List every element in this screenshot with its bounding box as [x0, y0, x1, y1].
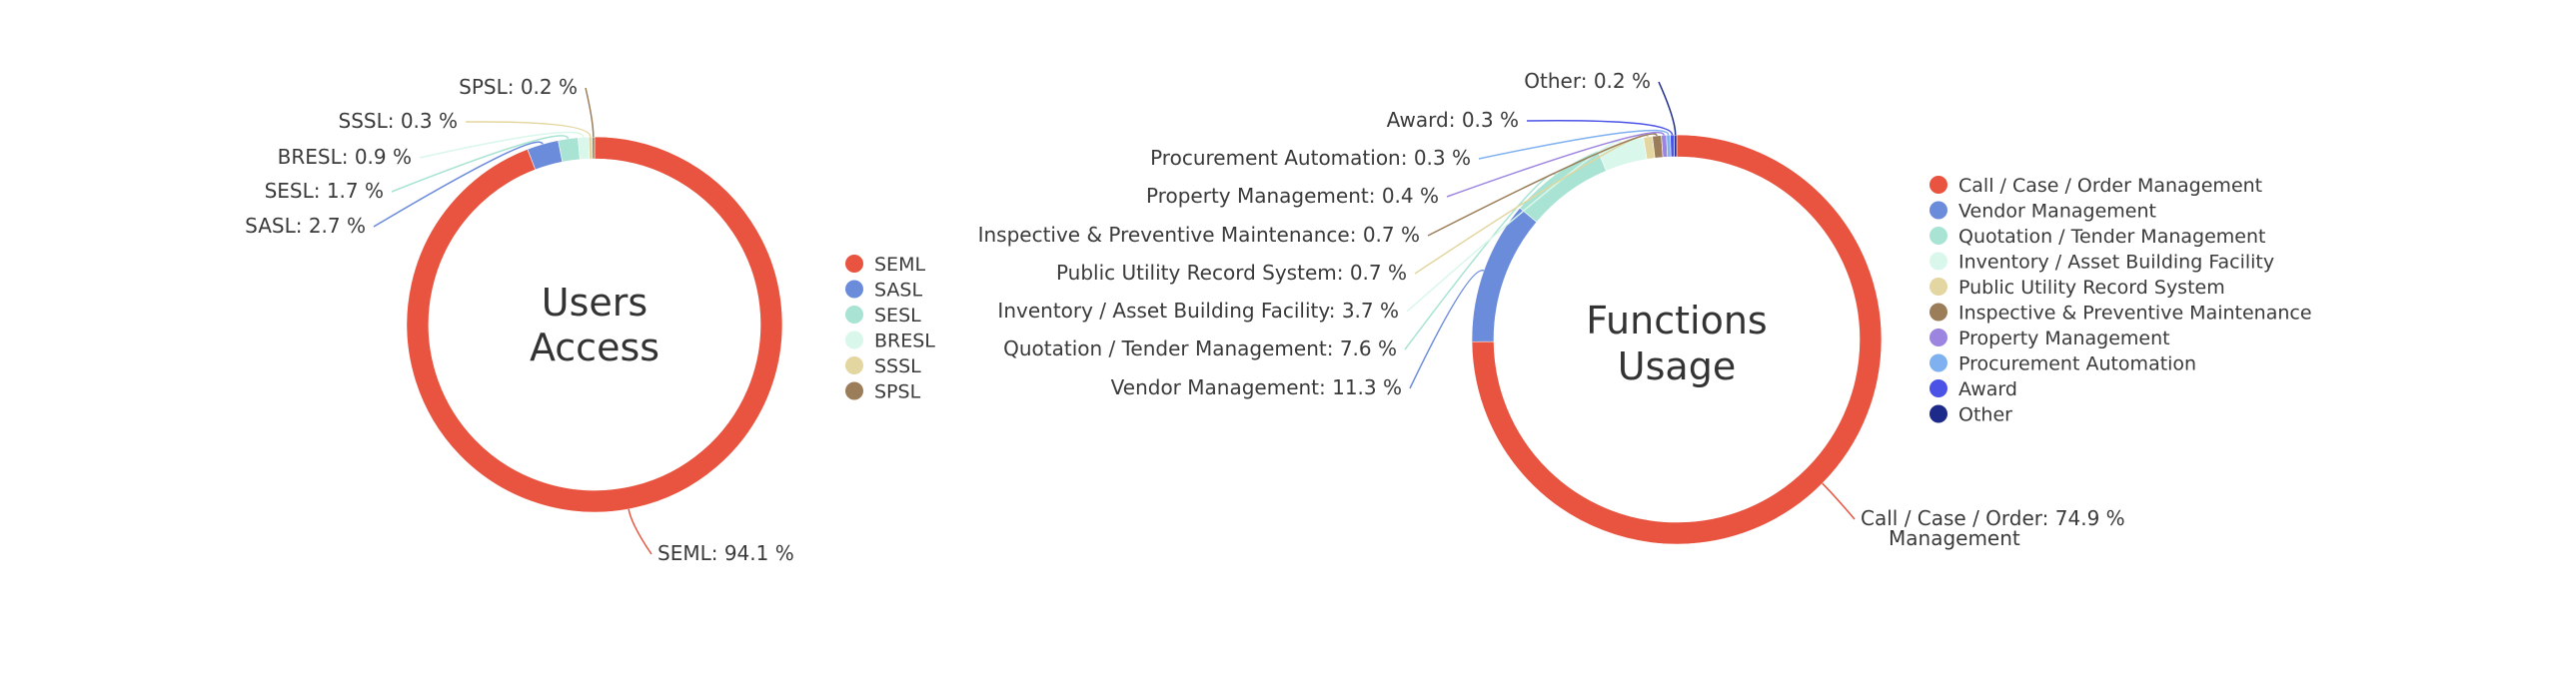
data-label-call-case-order-management: Management: [1889, 526, 2020, 550]
data-label-property-management: Property Management: 0.4 %: [1146, 184, 1439, 208]
slice-spsl[interactable]: [592, 136, 596, 160]
legend-marker-inventory-asset-building-facility[interactable]: [1930, 252, 1947, 271]
data-label-inventory-asset-building-facility: Inventory / Asset Building Facility: 3.7…: [997, 299, 1399, 323]
data-label-call-case-order-management: Call / Case / Order: 74.9 %: [1861, 506, 2125, 530]
leader-line-vendor-management: [1409, 270, 1485, 389]
legend-item-sssl[interactable]: SSSL: [874, 355, 921, 377]
data-label-sasl: SASL: 2.7 %: [245, 214, 366, 238]
slice-call-case-order-management[interactable]: [1471, 134, 1883, 545]
legend-item-bresl[interactable]: BRESL: [874, 331, 935, 352]
legend-marker-call-case-order-management[interactable]: [1930, 176, 1947, 194]
legend-marker-inspective-preventive-maintenance[interactable]: [1930, 303, 1947, 322]
legend-item-quotation-tender-management[interactable]: Quotation / Tender Management: [1958, 226, 2265, 248]
center-title-line: Access: [530, 326, 659, 369]
legend-marker-public-utility-record-system[interactable]: [1930, 278, 1947, 296]
leader-line-award: [1526, 120, 1674, 136]
legend-item-vendor-management[interactable]: Vendor Management: [1958, 201, 2156, 223]
legend-marker-bresl[interactable]: [845, 331, 863, 349]
legend-marker-quotation-tender-management[interactable]: [1930, 227, 1947, 245]
leader-line-spsl: [585, 87, 595, 138]
legend-marker-award[interactable]: [1930, 379, 1947, 397]
data-label-quotation-tender-management: Quotation / Tender Management: 7.6 %: [1003, 336, 1397, 360]
legend-marker-procurement-automation[interactable]: [1930, 353, 1947, 372]
legend-item-public-utility-record-system[interactable]: Public Utility Record System: [1958, 277, 2225, 299]
leader-line-other: [1658, 81, 1677, 136]
legend-marker-other[interactable]: [1930, 404, 1947, 423]
leader-line-procurement-automation: [1478, 129, 1670, 160]
legend-item-award[interactable]: Award: [1958, 378, 2017, 400]
legend-item-inspective-preventive-maintenance[interactable]: Inspective & Preventive Maintenance: [1958, 303, 2312, 325]
legend-marker-sasl[interactable]: [845, 280, 863, 299]
slice-seml[interactable]: [406, 136, 783, 513]
legend-marker-property-management[interactable]: [1930, 329, 1947, 346]
data-label-spsl: SPSL: 0.2 %: [459, 75, 578, 99]
leader-line-sasl: [373, 141, 544, 228]
data-label-vendor-management: Vendor Management: 11.3 %: [1111, 375, 1402, 399]
legend-marker-sssl[interactable]: [845, 356, 863, 374]
leader-line-inspective-preventive-maintenance: [1427, 133, 1658, 237]
leader-line-call-case-order-management: [1822, 482, 1856, 520]
data-label-inspective-preventive-maintenance: Inspective & Preventive Maintenance: 0.7…: [978, 223, 1420, 247]
leader-line-property-management: [1446, 131, 1665, 198]
slice-sesl[interactable]: [558, 137, 581, 163]
data-label-sesl: SESL: 1.7 %: [265, 179, 384, 203]
data-label-public-utility-record-system: Public Utility Record System: 0.7 %: [1056, 261, 1407, 285]
legend-item-other[interactable]: Other: [1958, 404, 2012, 426]
legend-item-procurement-automation[interactable]: Procurement Automation: [1958, 353, 2196, 375]
data-label-other: Other: 0.2 %: [1524, 69, 1651, 93]
data-label-bresl: BRESL: 0.9 %: [278, 145, 412, 169]
legend-marker-spsl[interactable]: [845, 381, 863, 400]
legend-item-spsl[interactable]: SPSL: [874, 381, 921, 403]
leader-line-sesl: [391, 135, 570, 193]
leader-line-sssl: [465, 121, 592, 138]
legend-marker-seml[interactable]: [845, 255, 863, 273]
slice-bresl[interactable]: [578, 136, 591, 160]
center-title-line: Usage: [1618, 344, 1736, 388]
data-label-procurement-automation: Procurement Automation: 0.3 %: [1150, 146, 1471, 170]
slice-quotation-tender-management[interactable]: [1519, 150, 1607, 223]
slice-award[interactable]: [1670, 134, 1676, 158]
slice-other[interactable]: [1674, 134, 1678, 158]
legend-item-sesl[interactable]: SESL: [874, 305, 921, 327]
legend-item-property-management[interactable]: Property Management: [1958, 328, 2170, 349]
leader-line-bresl: [419, 131, 585, 159]
legend-item-seml[interactable]: SEML: [874, 254, 925, 276]
leader-line-seml: [628, 508, 652, 555]
legend-item-inventory-asset-building-facility[interactable]: Inventory / Asset Building Facility: [1958, 252, 2274, 274]
legend: SEML SASL SESL BRESL SSSL SPSL: [845, 254, 935, 403]
data-label-seml: SEML: 94.1 %: [657, 541, 794, 565]
data-label-sssl: SSSL: 0.3 %: [339, 109, 459, 133]
slice-sssl[interactable]: [588, 136, 594, 160]
legend: Call / Case / Order Management Vendor Man…: [1930, 175, 2312, 426]
center-title-line: Users: [542, 281, 647, 325]
legend-item-sasl[interactable]: SASL: [874, 280, 922, 302]
legend-marker-vendor-management[interactable]: [1930, 201, 1947, 220]
data-label-award: Award: 0.3 %: [1387, 108, 1519, 132]
legend-item-call-case-order-management[interactable]: Call / Case / Order Management: [1958, 175, 2262, 197]
legend-marker-sesl[interactable]: [845, 306, 863, 324]
center-title-line: Functions: [1586, 299, 1767, 342]
